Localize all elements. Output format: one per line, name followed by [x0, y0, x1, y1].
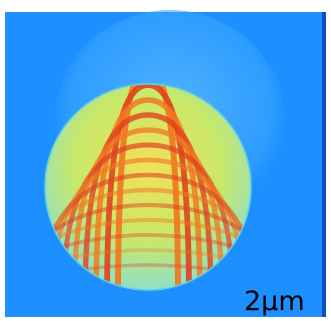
micrograph: 2µm [0, 0, 331, 321]
scale-label: 2µm [244, 286, 305, 317]
edge [322, 12, 326, 317]
